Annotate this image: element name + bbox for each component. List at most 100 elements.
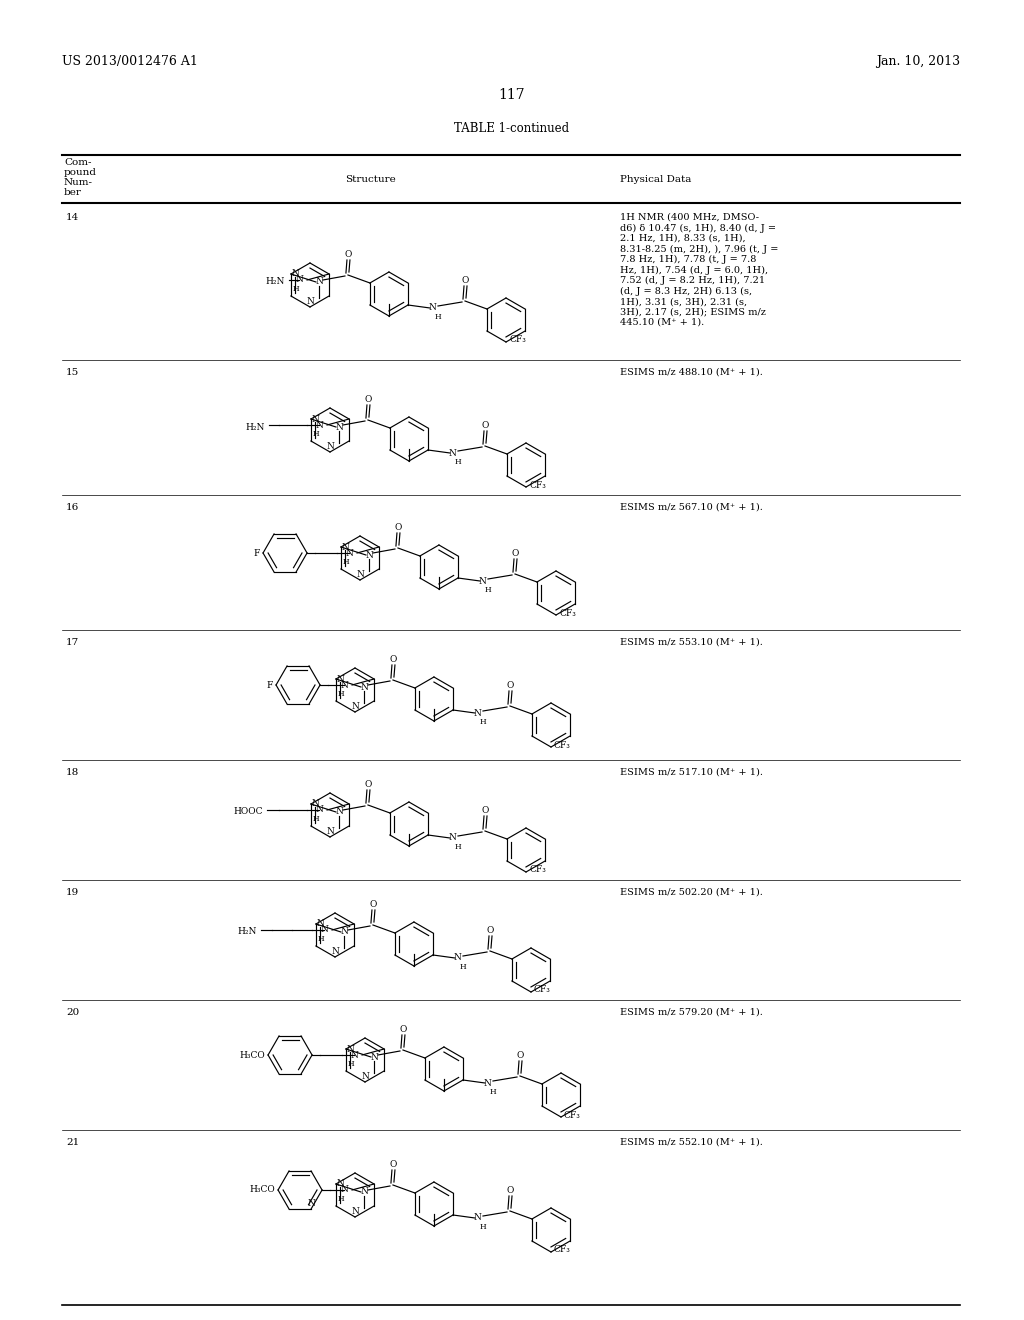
Text: N: N xyxy=(317,920,325,928)
Text: CF₃: CF₃ xyxy=(554,1246,570,1254)
Text: CF₃: CF₃ xyxy=(529,866,546,874)
Text: H: H xyxy=(489,1088,497,1096)
Text: 117: 117 xyxy=(499,88,525,102)
Text: CF₃: CF₃ xyxy=(509,335,526,345)
Text: H: H xyxy=(484,586,492,594)
Text: CF₃: CF₃ xyxy=(559,609,575,618)
Text: ESIMS m/z 488.10 (M⁺ + 1).: ESIMS m/z 488.10 (M⁺ + 1). xyxy=(620,368,763,378)
Text: F: F xyxy=(254,549,260,557)
Text: 15: 15 xyxy=(66,368,79,378)
Text: N: N xyxy=(428,304,436,313)
Text: 18: 18 xyxy=(66,768,79,777)
Text: N: N xyxy=(337,675,345,684)
Text: H: H xyxy=(342,558,349,566)
Text: N: N xyxy=(326,828,334,836)
Text: O: O xyxy=(516,1051,523,1060)
Text: N: N xyxy=(307,1199,315,1208)
Text: H: H xyxy=(460,964,466,972)
Text: H: H xyxy=(312,814,319,822)
Text: ESIMS m/z 553.10 (M⁺ + 1).: ESIMS m/z 553.10 (M⁺ + 1). xyxy=(620,638,763,647)
Text: 1H NMR (400 MHz, DMSO-
d6) δ 10.47 (s, 1H), 8.40 (d, J =
2.1 Hz, 1H), 8.33 (s, 1: 1H NMR (400 MHz, DMSO- d6) δ 10.47 (s, 1… xyxy=(620,213,778,327)
Text: N: N xyxy=(312,800,319,808)
Text: H: H xyxy=(434,313,441,321)
Text: H: H xyxy=(338,690,344,698)
Text: CF₃: CF₃ xyxy=(554,741,570,750)
Text: H: H xyxy=(317,935,324,942)
Text: N: N xyxy=(340,1185,348,1195)
Text: Num-: Num- xyxy=(63,178,93,187)
Text: N: N xyxy=(315,805,323,814)
Text: N: N xyxy=(342,543,350,552)
Text: Jan. 10, 2013: Jan. 10, 2013 xyxy=(876,55,961,69)
Text: N: N xyxy=(315,421,323,429)
Text: N: N xyxy=(360,682,368,692)
Text: 17: 17 xyxy=(66,638,79,647)
Text: N: N xyxy=(340,928,348,936)
Text: ESIMS m/z 517.10 (M⁺ + 1).: ESIMS m/z 517.10 (M⁺ + 1). xyxy=(620,768,763,777)
Text: N: N xyxy=(292,269,300,279)
Text: O: O xyxy=(506,681,514,690)
Text: ESIMS m/z 567.10 (M⁺ + 1).: ESIMS m/z 567.10 (M⁺ + 1). xyxy=(620,503,763,512)
Text: H₃CO: H₃CO xyxy=(249,1185,275,1195)
Text: F: F xyxy=(266,681,273,689)
Text: H: H xyxy=(293,285,299,293)
Text: H: H xyxy=(455,843,462,851)
Text: US 2013/0012476 A1: US 2013/0012476 A1 xyxy=(62,55,198,69)
Text: H: H xyxy=(455,458,462,466)
Text: N: N xyxy=(365,550,373,560)
Text: O: O xyxy=(365,395,372,404)
Text: N: N xyxy=(453,953,461,962)
Text: N: N xyxy=(335,422,343,432)
Text: ESIMS m/z 502.20 (M⁺ + 1).: ESIMS m/z 502.20 (M⁺ + 1). xyxy=(620,888,763,898)
Text: N: N xyxy=(350,1051,358,1060)
Text: N: N xyxy=(295,276,303,285)
Text: N: N xyxy=(483,1078,490,1088)
Text: H: H xyxy=(479,1224,486,1232)
Text: N: N xyxy=(360,1188,368,1196)
Text: O: O xyxy=(481,421,488,430)
Text: H₂N: H₂N xyxy=(246,422,265,432)
Text: N: N xyxy=(315,277,323,286)
Text: ESIMS m/z 552.10 (M⁺ + 1).: ESIMS m/z 552.10 (M⁺ + 1). xyxy=(620,1138,763,1147)
Text: N: N xyxy=(340,681,348,689)
Text: HOOC: HOOC xyxy=(233,808,263,817)
Text: CF₃: CF₃ xyxy=(534,986,551,994)
Text: H₂N: H₂N xyxy=(238,928,257,936)
Text: O: O xyxy=(462,276,469,285)
Text: 16: 16 xyxy=(66,503,79,512)
Text: O: O xyxy=(389,1160,396,1170)
Text: H: H xyxy=(347,1060,354,1068)
Text: O: O xyxy=(486,927,494,935)
Text: O: O xyxy=(370,900,377,909)
Text: ESIMS m/z 579.20 (M⁺ + 1).: ESIMS m/z 579.20 (M⁺ + 1). xyxy=(620,1008,763,1016)
Text: N: N xyxy=(370,1052,378,1061)
Text: N: N xyxy=(335,808,343,817)
Text: 20: 20 xyxy=(66,1008,79,1016)
Text: ber: ber xyxy=(63,187,82,197)
Text: O: O xyxy=(511,549,519,558)
Text: O: O xyxy=(506,1185,514,1195)
Text: N: N xyxy=(351,1206,359,1216)
Text: N: N xyxy=(347,1044,355,1053)
Text: O: O xyxy=(389,655,396,664)
Text: N: N xyxy=(473,1213,481,1222)
Text: CF₃: CF₃ xyxy=(529,480,546,490)
Text: N: N xyxy=(361,1072,369,1081)
Text: H₂N: H₂N xyxy=(265,277,285,286)
Text: N: N xyxy=(449,833,456,842)
Text: CF₃: CF₃ xyxy=(564,1110,581,1119)
Text: N: N xyxy=(312,414,319,424)
Text: N: N xyxy=(337,1180,345,1188)
Text: N: N xyxy=(331,946,339,956)
Text: N: N xyxy=(449,449,456,458)
Text: N: N xyxy=(326,442,334,451)
Text: 21: 21 xyxy=(66,1138,79,1147)
Text: TABLE 1-continued: TABLE 1-continued xyxy=(455,121,569,135)
Text: 19: 19 xyxy=(66,888,79,898)
Text: Com-: Com- xyxy=(63,158,91,168)
Text: N: N xyxy=(473,709,481,718)
Text: H: H xyxy=(479,718,486,726)
Text: N: N xyxy=(321,925,328,935)
Text: O: O xyxy=(399,1026,407,1034)
Text: N: N xyxy=(478,577,486,586)
